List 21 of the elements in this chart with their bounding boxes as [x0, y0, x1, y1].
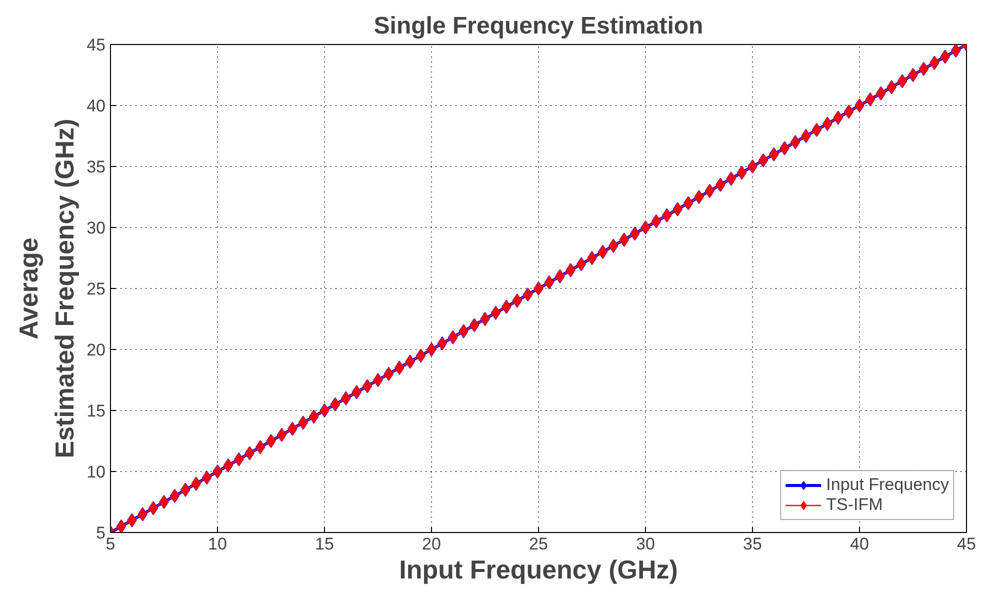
- x-tick-label: 25: [529, 534, 548, 554]
- x-tick-label: 10: [208, 534, 227, 554]
- y-axis-title: Average Estimated Frequency (GHz): [14, 118, 80, 458]
- y-tick-label: 25: [86, 280, 106, 298]
- x-tick-label: 30: [636, 534, 655, 554]
- x-tick-label: 35: [743, 534, 762, 554]
- y-tick-label: 10: [86, 462, 106, 482]
- legend-label: Input Frequency: [826, 475, 949, 495]
- x-tick-label: 45: [957, 534, 976, 554]
- x-tick-label: 15: [315, 534, 334, 554]
- x-tick-label: 40: [850, 534, 869, 554]
- legend-label: TS-IFM: [826, 495, 883, 515]
- y-tick-label: 35: [86, 158, 106, 176]
- y-tick-label: 40: [86, 96, 106, 116]
- y-tick-label: 15: [86, 402, 106, 420]
- y-tick-label: 20: [86, 340, 106, 360]
- x-tick-label: 20: [422, 534, 441, 554]
- x-axis-title: Input Frequency (GHz): [399, 554, 678, 584]
- chart-title: Single Frequency Estimation: [374, 12, 704, 40]
- y-tick-label: 45: [86, 36, 106, 54]
- y-tick-label: 30: [86, 218, 106, 238]
